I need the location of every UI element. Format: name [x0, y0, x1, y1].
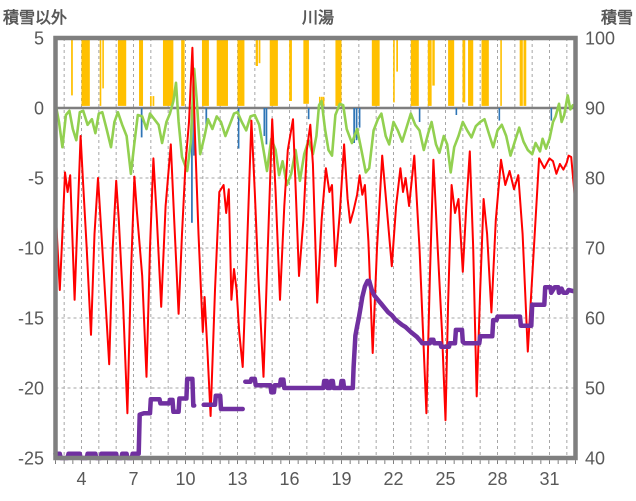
- right-tick-labels: 100 90 80 70 60 50 40: [585, 29, 615, 469]
- right-tick-label: 100: [585, 29, 615, 49]
- left-tick-label: -20: [18, 379, 44, 399]
- left-tick-label: -25: [18, 449, 44, 469]
- x-tick-label: 19: [331, 469, 351, 489]
- left-tick-label: 0: [34, 99, 44, 119]
- left-tick-labels: 5 0 -5 -10 -15 -20 -25: [18, 29, 44, 469]
- left-tick-label: -10: [18, 239, 44, 259]
- x-minor-ticks: [55, 460, 576, 464]
- green-series: [54, 67, 575, 187]
- right-tick-label: 70: [585, 239, 605, 259]
- right-axis-title: 積雪: [600, 10, 633, 27]
- right-tick-label: 40: [585, 449, 605, 469]
- x-tick-label: 10: [175, 469, 195, 489]
- right-tick-label: 80: [585, 169, 605, 189]
- x-tick-label: 22: [383, 469, 403, 489]
- plot-frame: [53, 35, 578, 461]
- x-tick-label: 7: [128, 469, 138, 489]
- x-tick-label: 13: [227, 469, 247, 489]
- x-tick-label: 16: [279, 469, 299, 489]
- left-axis-title: 積雪以外: [3, 10, 68, 27]
- x-tick-label: 31: [539, 469, 559, 489]
- x-tick-label: 25: [435, 469, 455, 489]
- x-tick-labels: 4 7 10 13 16 19 22 25 28 31: [76, 469, 559, 489]
- left-tick-label: -5: [28, 169, 44, 189]
- x-tick-label: 28: [487, 469, 507, 489]
- right-tick-label: 50: [585, 379, 605, 399]
- red-series: [54, 46, 576, 422]
- left-tick-label: -15: [18, 309, 44, 329]
- blue-bars: [140, 108, 553, 223]
- left-tick-label: 5: [34, 29, 44, 49]
- right-tick-label: 90: [585, 99, 605, 119]
- x-tick-label: 4: [76, 469, 86, 489]
- right-tick-label: 60: [585, 309, 605, 329]
- chart-title: 川湯: [301, 10, 334, 27]
- gold-bars: [71, 38, 527, 106]
